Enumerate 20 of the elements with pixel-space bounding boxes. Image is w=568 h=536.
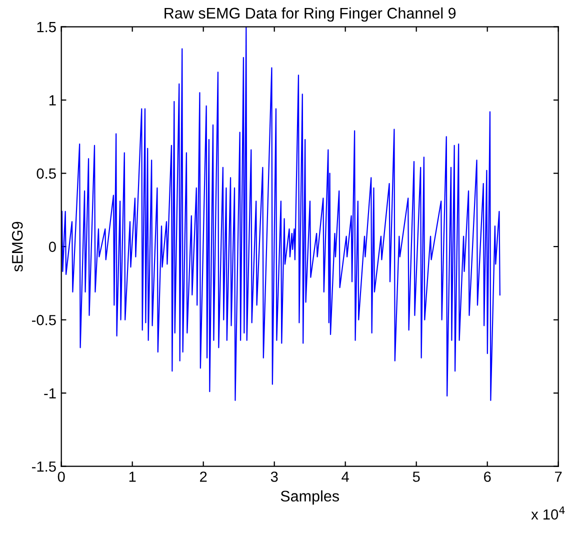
x-tick-label: 1 — [129, 472, 136, 482]
y-tick-label: -1.5 — [32, 462, 56, 472]
x-tick-label: 3 — [270, 472, 278, 482]
x-tick-label: 4 — [342, 472, 349, 482]
y-tick-label: 1.5 — [37, 22, 56, 32]
line-series — [61, 26, 500, 401]
y-tick-label: -0.5 — [32, 314, 56, 326]
y-axis-title: sEMG9 — [12, 222, 23, 272]
y-tick-label: 1 — [49, 95, 56, 106]
text: x 10$^{4}$ — [531, 506, 565, 520]
x-tick-label: 6 — [484, 472, 491, 482]
x-tick-label: 2 — [200, 472, 207, 482]
x-tick-label: 5 — [412, 472, 420, 482]
y-tick-label: 0.5 — [36, 168, 56, 179]
x-tick-label: 0 — [58, 472, 65, 482]
y-tick-label: 0 — [48, 242, 56, 252]
x-axis-title: Samples — [280, 490, 340, 505]
chart-title: Raw sEMG Data for Ring Finger Channel 9 — [164, 7, 456, 22]
y-tick-label: -1 — [44, 388, 56, 398]
x-tick-label: 7 — [555, 472, 562, 482]
